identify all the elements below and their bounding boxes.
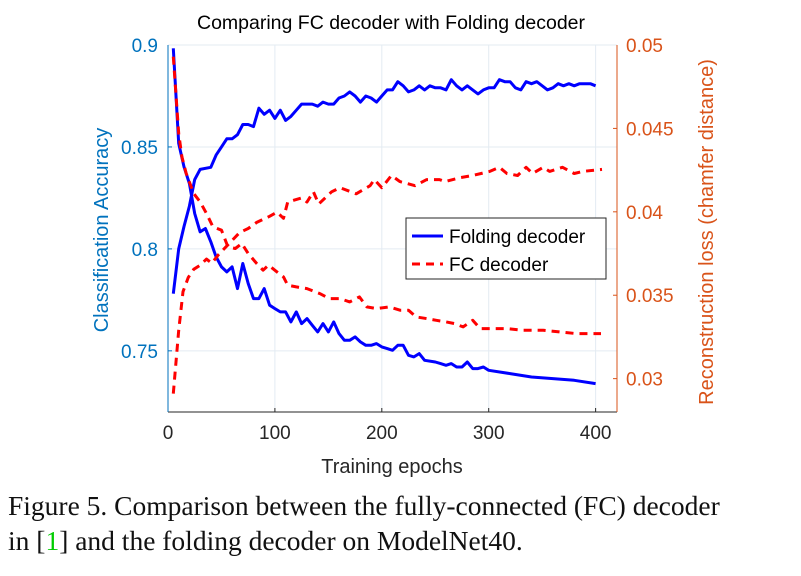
left-y-tick-label: 0.8	[132, 240, 158, 261]
legend: Folding decoder FC decoder	[405, 217, 607, 280]
legend-label-fc: FC decoder	[449, 255, 549, 276]
fc-loss-line	[171, 56, 601, 336]
x-tick-label: 100	[259, 423, 291, 444]
right-y-tick-label: 0.035	[626, 286, 674, 307]
legend-box	[405, 217, 607, 280]
left-y-tick-label: 0.75	[121, 342, 158, 363]
dual-axis-line-chart: 0 100 200 300 400 0.75 0.8 0.85 0.9 0.03 0.035 0.04…	[91, 12, 718, 478]
caption-line-2-suffix: ] and the folding decoder on ModelNet40.	[59, 525, 523, 556]
folding-loss-line	[171, 48, 596, 386]
right-y-tick-label: 0.04	[626, 203, 663, 224]
fc-accuracy-line	[171, 165, 603, 394]
left-y-axis-label: Classification Accuracy	[91, 128, 113, 333]
caption-line-1: Figure 5. Comparison between the fully-c…	[8, 490, 720, 521]
axes: 0 100 200 300 400 0.75 0.8 0.85 0.9 0.03 0.035 0.04…	[121, 36, 674, 444]
caption-line-2-prefix: in [	[8, 525, 46, 556]
x-tick-label: 400	[580, 423, 612, 444]
chart-title: Comparing FC decoder with Folding decode…	[197, 12, 586, 34]
legend-label-folding: Folding decoder	[449, 227, 586, 248]
caption-line-2: in [1] and the folding decoder on ModelN…	[8, 523, 798, 558]
x-tick-label: 200	[366, 423, 398, 444]
x-tick-label: 300	[473, 423, 505, 444]
right-y-tick-label: 0.03	[626, 370, 663, 391]
citation-link[interactable]: 1	[45, 525, 60, 556]
left-y-tick-label: 0.85	[121, 138, 158, 159]
x-axis-label: Training epochs	[321, 456, 463, 478]
left-y-tick-label: 0.9	[132, 36, 158, 57]
right-y-axis-label: Reconstruction loss (chamfer distance)	[696, 59, 718, 405]
series-layer	[171, 48, 603, 394]
folding-accuracy-line	[171, 78, 597, 294]
right-y-tick-label: 0.05	[626, 36, 663, 57]
right-y-tick-label: 0.045	[626, 119, 674, 140]
x-tick-label: 0	[163, 423, 174, 444]
figure-caption: Figure 5. Comparison between the fully-c…	[8, 488, 798, 558]
